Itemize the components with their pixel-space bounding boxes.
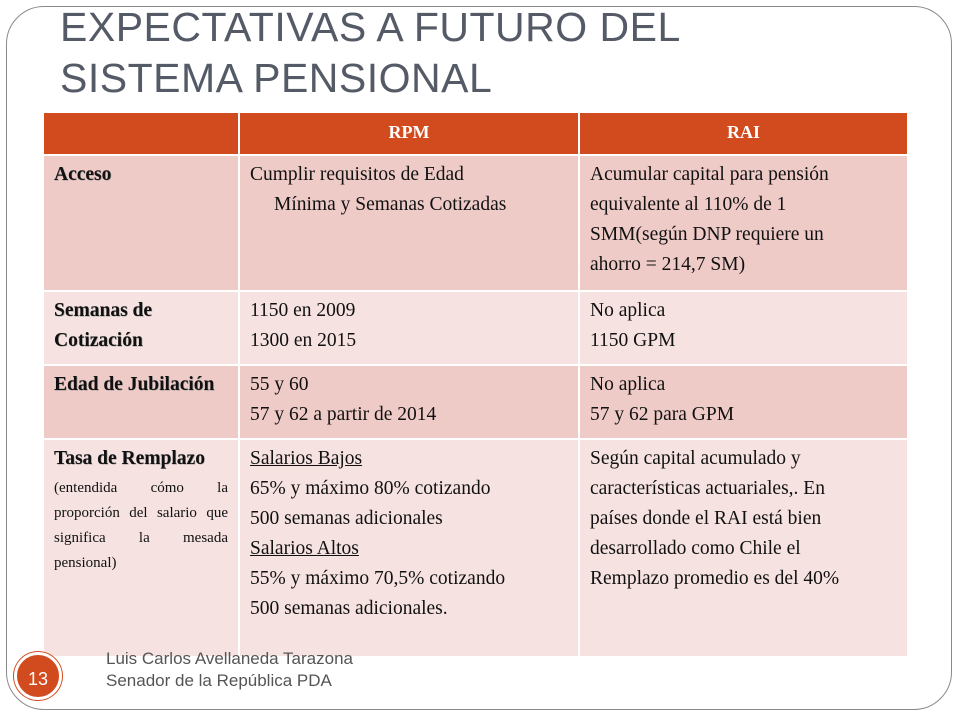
cell-line: SMM(según DNP requiere un: [590, 224, 824, 245]
table-row-edad: Edad de Jubilación 55 y 60 57 y 62 a par…: [42, 364, 909, 440]
cell-line: 65% y máximo 80% cotizando: [250, 478, 491, 499]
row-label-text: Acceso: [54, 164, 112, 185]
rpm-cell: Salarios Bajos 65% y máximo 80% cotizand…: [238, 438, 580, 658]
footer-role: Senador de la República PDA: [106, 671, 332, 690]
table-row-semanas: Semanas de Cotización 1150 en 2009 1300 …: [42, 290, 909, 366]
rpm-cell: 55 y 60 57 y 62 a partir de 2014: [238, 364, 580, 440]
cell-line: Remplazo promedio es del 40%: [590, 568, 840, 589]
slide-footer: Luis Carlos Avellaneda Tarazona Senador …: [106, 648, 353, 692]
cell-line: características actuariales,. En: [590, 478, 825, 499]
rai-cell: Según capital acumulado y característica…: [578, 438, 909, 658]
cell-line: equivalente al 110% de 1: [590, 194, 787, 215]
title-line-1: EXPECTATIVAS A FUTURO DEL: [60, 4, 681, 50]
rpm-cell: Cumplir requisitos de Edad Mínima y Sema…: [238, 154, 580, 292]
cell-line: No aplica: [590, 374, 666, 395]
footer-author: Luis Carlos Avellaneda Tarazona: [106, 649, 353, 668]
rai-cell: No aplica 57 y 62 para GPM: [578, 364, 909, 440]
page-number-badge: 13: [14, 652, 62, 700]
comparison-table: RPM RAI Acceso Cumplir requisitos de Eda…: [42, 111, 909, 658]
row-label-note: (entendida cómo la proporción del salari…: [54, 480, 228, 571]
table-row-tasa: Tasa de Remplazo (entendida cómo la prop…: [42, 438, 909, 658]
rai-cell: Acumular capital para pensión equivalent…: [578, 154, 909, 292]
cell-line: desarrollado como Chile el: [590, 538, 801, 559]
cell-line: ahorro = 214,7 SM): [590, 254, 746, 275]
row-label: Acceso: [42, 154, 240, 292]
cell-line: Cumplir requisitos de Edad: [250, 164, 464, 185]
cell-line: Mínima y Semanas Cotizadas: [274, 194, 507, 215]
row-label-text: Tasa de Remplazo: [54, 448, 205, 469]
cell-line: 55 y 60: [250, 374, 309, 395]
row-label-text: Semanas de Cotización: [54, 300, 153, 351]
slide-title: EXPECTATIVAS A FUTURO DEL SISTEMA PENSIO…: [60, 2, 920, 104]
cell-line: 500 semanas adicionales: [250, 508, 443, 529]
cell-line: 1300 en 2015: [250, 330, 357, 351]
table-row-acceso: Acceso Cumplir requisitos de Edad Mínima…: [42, 154, 909, 292]
row-label: Semanas de Cotización: [42, 290, 240, 366]
row-label-text: Edad de Jubilación: [54, 374, 215, 395]
row-label: Tasa de Remplazo (entendida cómo la prop…: [42, 438, 240, 658]
cell-line: 1150 en 2009: [250, 300, 356, 321]
cell-line: 57 y 62 a partir de 2014: [250, 404, 437, 425]
header-empty: [42, 111, 240, 156]
cell-line: 55% y máximo 70,5% cotizando: [250, 568, 506, 589]
cell-line: Acumular capital para pensión: [590, 164, 829, 185]
header-rai: RAI: [578, 111, 909, 156]
cell-line: Salarios Bajos: [250, 448, 363, 469]
cell-line: países donde el RAI está bien: [590, 508, 822, 529]
cell-line: Salarios Altos: [250, 538, 359, 559]
cell-line: 1150 GPM: [590, 330, 676, 351]
cell-line: 57 y 62 para GPM: [590, 404, 735, 425]
header-rpm: RPM: [238, 111, 580, 156]
rpm-cell: 1150 en 2009 1300 en 2015: [238, 290, 580, 366]
rai-cell: No aplica 1150 GPM: [578, 290, 909, 366]
row-label: Edad de Jubilación: [42, 364, 240, 440]
cell-line: No aplica: [590, 300, 666, 321]
cell-line: Según capital acumulado y: [590, 448, 801, 469]
cell-line: 500 semanas adicionales.: [250, 598, 448, 619]
title-line-2: SISTEMA PENSIONAL: [60, 55, 493, 101]
table-header-row: RPM RAI: [42, 111, 909, 156]
